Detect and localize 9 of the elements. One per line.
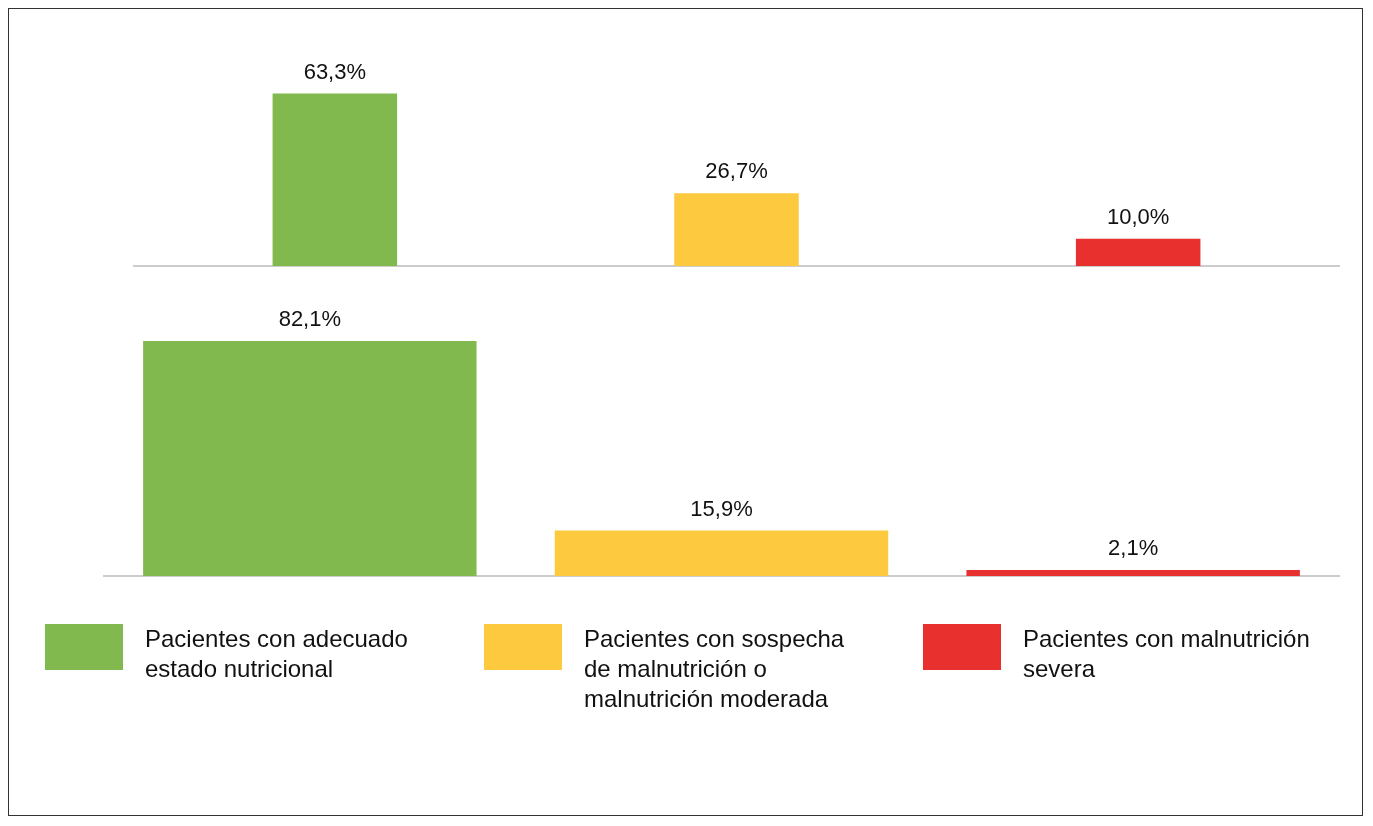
data-label: 10,0%: [1106, 203, 1170, 229]
data-label: 15,9%: [690, 495, 753, 521]
data-label: 82,1%: [278, 306, 342, 332]
data-label: 2,1%: [1108, 535, 1159, 561]
legend-label: Pacientes con malnutrición severa: [1023, 624, 1311, 684]
legend-label: Pacientes con adecuado estado nutricional: [145, 624, 409, 684]
legend-label: Pacientes con sospecha de malnutrición o malnutrición moderada: [584, 624, 846, 714]
data-label: 26,7%: [705, 158, 768, 184]
data-label: 63,3%: [303, 58, 367, 84]
